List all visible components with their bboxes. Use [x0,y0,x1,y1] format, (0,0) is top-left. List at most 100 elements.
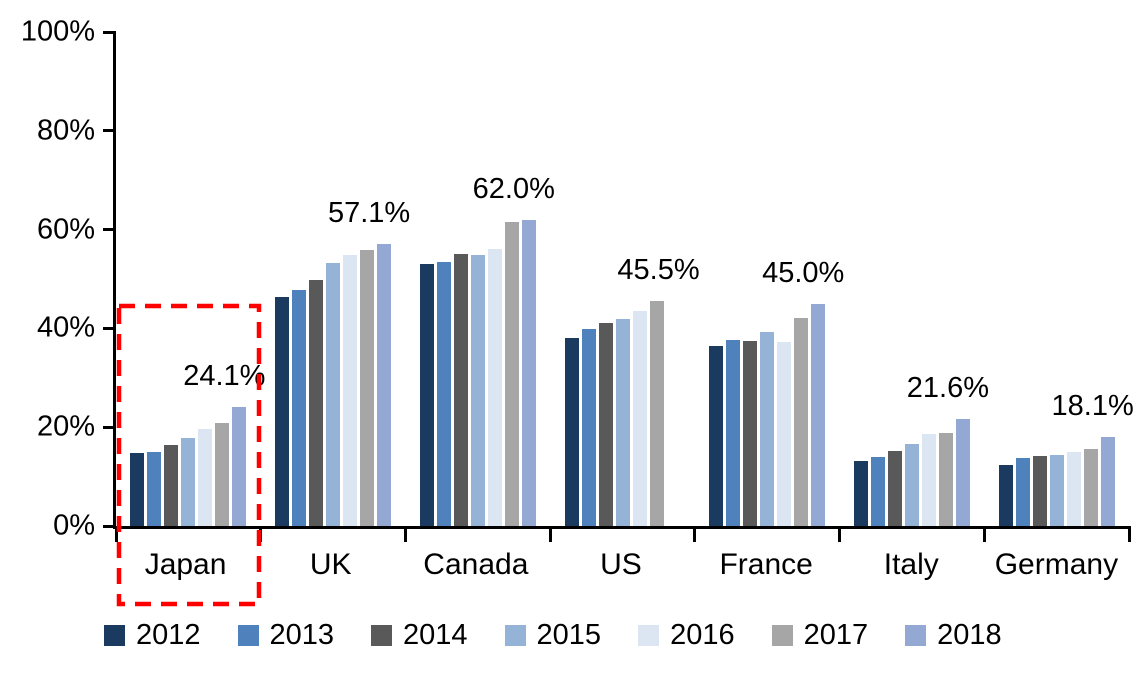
y-axis-tick-labels: 100% 80% 60% 40% 20% 0% [0,17,95,540]
legend-item-2014: 2014 [371,621,468,650]
bar-2018-canada [521,219,536,526]
bar-2012-canada [419,264,434,526]
bar-2016-germany [1066,452,1081,526]
legend-swatch-2014 [371,625,393,646]
bar-2015-germany [1049,454,1064,526]
legend-swatch-2017 [771,625,793,646]
y-axis-tick [103,228,116,232]
bar-2018-uk [377,243,392,526]
y-tick-label: 80% [36,114,95,147]
x-axis-tick [403,526,407,542]
legend-item-2013: 2013 [237,619,335,651]
y-axis-tick [103,524,116,528]
bar-2012-germany [998,465,1013,526]
legend-label-2014: 2014 [403,619,468,651]
bar-2018-germany [1100,436,1115,526]
bar-2015-uk [326,262,341,526]
bar-2014-italy [887,451,902,526]
category-label-uk: UK [309,548,352,581]
bar-2012-italy [853,460,868,526]
bar-2013-uk [292,290,307,526]
category-label-germany: Germany [994,548,1119,581]
bar-group-canada [405,32,550,526]
legend-swatch-2016 [638,625,660,646]
bar-2012-uk [275,297,290,526]
legend-label-2017: 2017 [803,619,869,651]
bar-2014-us [598,322,613,526]
legend-item-2016: 2016 [638,621,735,650]
bar-2015-us [615,318,630,526]
bar-2017-italy [938,432,953,526]
y-tick-label: 40% [36,311,95,344]
data-label-canada: 62.0% [472,172,555,205]
legend-label-2012: 2012 [136,619,201,651]
plot-area: 24.1% 57.1% 62.0% 45.5% 45.0% 21.6% 18.1% [103,30,1134,542]
legend-label-2015: 2015 [536,619,602,651]
bar-group-uk [261,32,406,526]
bar-2012-france [709,346,724,526]
legend-label-2013: 2013 [269,619,335,651]
bar-2016-canada [487,248,502,526]
bar-2015-canada [470,255,485,526]
legend-label-2016: 2016 [670,619,735,651]
y-tick-label: 20% [36,410,95,443]
bar-2016-japan [198,428,213,526]
bar-group-japan [116,32,261,526]
legend-swatch-2013 [237,625,259,646]
bar-2016-us [632,311,647,526]
x-axis-tick [982,526,986,542]
bar-2014-germany [1032,456,1047,526]
x-axis-tick [838,526,842,542]
bar-2017-canada [504,222,519,526]
y-axis-tick [103,30,116,34]
data-label-germany: 18.1% [1051,389,1134,422]
bar-group-us [550,32,695,526]
legend-label-2018: 2018 [937,619,1002,651]
y-tick-label: 100% [20,15,95,48]
bar-2017-germany [1083,448,1098,526]
bar-2013-italy [870,457,885,526]
bar-group-italy [840,32,985,526]
data-label-us: 45.5% [617,254,700,287]
bar-2013-canada [436,261,451,526]
category-label-france: France [719,548,813,581]
legend-swatch-2015 [504,625,526,646]
x-axis-tick [693,526,697,542]
bar-2015-italy [904,444,919,526]
bar-2018-italy [955,419,970,526]
bar-2015-france [760,331,775,526]
y-axis-tick [103,425,116,429]
data-label-japan: 24.1% [183,359,266,392]
legend-item-2018: 2018 [905,621,1002,650]
bar-2013-germany [1015,458,1030,526]
category-label-japan: Japan [144,548,227,581]
y-tick-label: 60% [36,213,95,246]
data-label-italy: 21.6% [906,372,990,405]
x-axis-tick [259,526,263,542]
bar-2013-france [726,340,741,526]
x-axis-tick [1127,526,1131,542]
data-label-uk: 57.1% [327,196,411,229]
bar-2016-france [777,341,792,526]
bar-2017-france [794,317,809,526]
x-axis-category-labels: Japan UK Canada US France Italy Germany [113,548,1129,581]
bar-2018-japan [232,406,247,526]
bar-2013-japan [147,452,162,526]
bar-group-germany [984,32,1129,526]
legend-swatch-2012 [104,625,125,646]
y-axis-tick [103,326,116,330]
bar-2017-japan [215,422,230,526]
legend-item-2015: 2015 [504,619,602,651]
category-label-canada: Canada [423,548,529,581]
x-axis-tick [114,526,118,542]
bar-2013-us [581,328,596,526]
bar-2017-us [649,301,664,526]
bar-2014-uk [309,280,324,526]
x-axis-tick [548,526,552,542]
bar-2016-italy [921,434,936,526]
bar-group-france [695,32,840,526]
bar-2016-uk [343,255,358,526]
data-label-france: 45.0% [762,256,845,289]
legend-item-2017: 2017 [771,619,869,651]
